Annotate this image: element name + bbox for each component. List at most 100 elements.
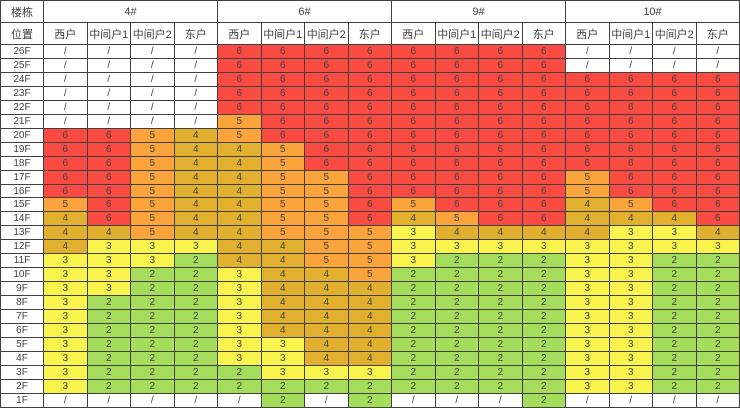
value-cell[interactable]: 2 xyxy=(391,281,436,297)
value-cell[interactable]: 6 xyxy=(391,169,436,185)
value-cell[interactable]: / xyxy=(173,392,218,408)
value-cell[interactable]: 2 xyxy=(86,323,131,339)
value-cell[interactable]: 5 xyxy=(130,127,175,143)
value-cell[interactable]: 2 xyxy=(173,253,218,269)
value-cell[interactable]: 6 xyxy=(260,57,305,73)
value-cell[interactable]: 6 xyxy=(260,44,305,59)
value-cell[interactable]: 4 xyxy=(260,309,305,325)
value-cell[interactable]: 5 xyxy=(260,183,305,199)
value-cell[interactable]: 3 xyxy=(652,225,697,241)
value-cell[interactable]: 2 xyxy=(391,323,436,339)
value-cell[interactable]: 6 xyxy=(695,183,740,199)
value-cell[interactable]: 5 xyxy=(304,169,349,185)
value-cell[interactable]: 4 xyxy=(217,155,262,171)
value-cell[interactable]: 2 xyxy=(434,350,479,366)
value-cell[interactable]: 6 xyxy=(565,99,610,115)
unit-header[interactable]: 西户 xyxy=(217,22,262,45)
value-cell[interactable]: 2 xyxy=(478,323,523,339)
value-cell[interactable]: / xyxy=(173,57,218,73)
value-cell[interactable]: 5 xyxy=(260,197,305,213)
value-cell[interactable]: 6 xyxy=(86,197,131,213)
value-cell[interactable]: / xyxy=(86,99,131,115)
value-cell[interactable]: 4 xyxy=(217,239,262,255)
value-cell[interactable]: 2 xyxy=(260,378,305,394)
value-cell[interactable]: 4 xyxy=(173,183,218,199)
value-cell[interactable]: 2 xyxy=(695,295,740,311)
value-cell[interactable]: 3 xyxy=(608,225,653,241)
value-cell[interactable]: 3 xyxy=(217,267,262,283)
value-cell[interactable]: 2 xyxy=(521,295,566,311)
value-cell[interactable]: / xyxy=(695,392,740,408)
value-cell[interactable]: 4 xyxy=(260,267,305,283)
value-cell[interactable]: 2 xyxy=(173,364,218,380)
floor-label[interactable]: 1F xyxy=(0,392,44,408)
value-cell[interactable]: 3 xyxy=(391,253,436,269)
value-cell[interactable]: / xyxy=(43,113,88,129)
value-cell[interactable]: 6 xyxy=(608,141,653,157)
value-cell[interactable]: 6 xyxy=(347,183,392,199)
value-cell[interactable]: 6 xyxy=(695,71,740,87)
value-cell[interactable]: 2 xyxy=(130,267,175,283)
value-cell[interactable]: 6 xyxy=(434,155,479,171)
floor-label[interactable]: 6F xyxy=(0,323,44,339)
value-cell[interactable]: 6 xyxy=(260,99,305,115)
value-cell[interactable]: / xyxy=(130,71,175,87)
value-cell[interactable]: 3 xyxy=(217,337,262,352)
value-cell[interactable]: 4 xyxy=(347,350,392,366)
value-cell[interactable]: 2 xyxy=(391,267,436,283)
floor-label[interactable]: 17F xyxy=(0,169,44,185)
value-cell[interactable]: 6 xyxy=(608,71,653,87)
value-cell[interactable]: 2 xyxy=(260,392,305,408)
value-cell[interactable]: 3 xyxy=(565,281,610,297)
value-cell[interactable]: 4 xyxy=(304,295,349,311)
value-cell[interactable]: 2 xyxy=(347,378,392,394)
value-cell[interactable]: / xyxy=(652,44,697,59)
value-cell[interactable]: 3 xyxy=(43,364,88,380)
value-cell[interactable]: 5 xyxy=(130,211,175,227)
value-cell[interactable]: 6 xyxy=(347,57,392,73)
value-cell[interactable]: 5 xyxy=(260,225,305,241)
value-cell[interactable]: 2 xyxy=(478,378,523,394)
value-cell[interactable]: 2 xyxy=(695,281,740,297)
value-cell[interactable]: 6 xyxy=(347,85,392,101)
value-cell[interactable]: 2 xyxy=(521,323,566,339)
value-cell[interactable]: 4 xyxy=(565,225,610,241)
value-cell[interactable]: 5 xyxy=(304,197,349,213)
value-cell[interactable]: 6 xyxy=(695,85,740,101)
value-cell[interactable]: 2 xyxy=(521,392,566,408)
value-cell[interactable]: 5 xyxy=(304,225,349,241)
value-cell[interactable]: 6 xyxy=(521,197,566,213)
value-cell[interactable]: 6 xyxy=(608,127,653,143)
value-cell[interactable]: 5 xyxy=(565,169,610,185)
value-cell[interactable]: 4 xyxy=(173,127,218,143)
value-cell[interactable]: / xyxy=(608,392,653,408)
corner-cell-position[interactable]: 位置 xyxy=(0,22,44,45)
unit-header[interactable]: 东户 xyxy=(521,22,566,45)
value-cell[interactable]: 2 xyxy=(652,378,697,394)
value-cell[interactable]: 6 xyxy=(260,127,305,143)
value-cell[interactable]: 6 xyxy=(608,169,653,185)
value-cell[interactable]: 6 xyxy=(434,57,479,73)
value-cell[interactable]: 2 xyxy=(652,350,697,366)
value-cell[interactable]: 3 xyxy=(304,364,349,380)
value-cell[interactable]: 6 xyxy=(521,141,566,157)
value-cell[interactable]: / xyxy=(86,113,131,129)
value-cell[interactable]: 5 xyxy=(347,239,392,255)
value-cell[interactable]: 6 xyxy=(434,197,479,213)
value-cell[interactable]: 2 xyxy=(695,364,740,380)
value-cell[interactable]: 6 xyxy=(521,183,566,199)
unit-header[interactable]: 中间户1 xyxy=(86,22,131,45)
floor-label[interactable]: 4F xyxy=(0,350,44,366)
value-cell[interactable]: 3 xyxy=(608,337,653,352)
value-cell[interactable]: / xyxy=(652,57,697,73)
value-cell[interactable]: 2 xyxy=(391,350,436,366)
value-cell[interactable]: 6 xyxy=(347,71,392,87)
value-cell[interactable]: / xyxy=(173,99,218,115)
value-cell[interactable]: 2 xyxy=(695,378,740,394)
value-cell[interactable]: 4 xyxy=(347,281,392,297)
value-cell[interactable]: 2 xyxy=(521,253,566,269)
value-cell[interactable]: 3 xyxy=(608,267,653,283)
value-cell[interactable]: 3 xyxy=(478,239,523,255)
value-cell[interactable]: 6 xyxy=(652,113,697,129)
value-cell[interactable]: 6 xyxy=(652,141,697,157)
